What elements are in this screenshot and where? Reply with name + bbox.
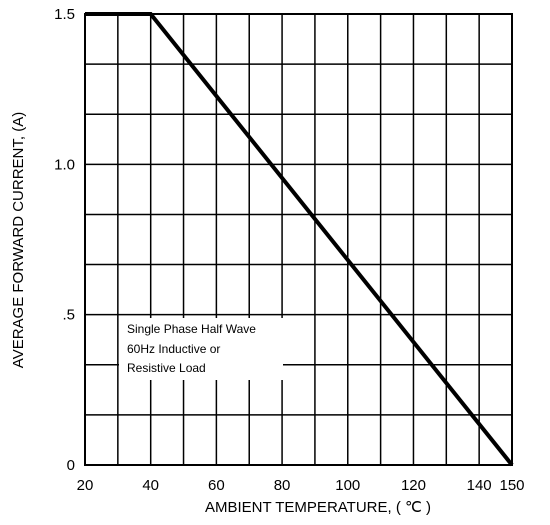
x-tick-label: 80 [274,477,291,494]
annotation-background [119,318,283,380]
x-tick-label: 150 [499,477,524,494]
plot-frame [84,13,513,466]
x-axis-label: AMBIENT TEMPERATURE, ( ℃ ) [205,499,431,516]
grid [85,14,512,465]
x-tick-label: 100 [335,477,360,494]
annotation-line-3: Resistive Load [127,361,206,375]
y-tick-label: .5 [62,307,75,324]
y-tick-label: 0 [67,457,75,474]
x-tick-label: 140 [467,477,492,494]
y-axis-label: AVERAGE FORWARD CURRENT, (A) [10,112,27,368]
derating-curve [85,12,514,467]
annotation-line-2: 60Hz Inductive or [127,342,220,356]
x-tick-label: 120 [401,477,426,494]
y-tick-labels: 0 .5 1.0 1.5 [54,6,75,474]
annotation-box: Single Phase Half Wave 60Hz Inductive or… [119,318,283,380]
y-tick-label: 1.0 [54,156,75,173]
annotation-line-1: Single Phase Half Wave [127,322,256,336]
x-tick-label: 60 [208,477,225,494]
x-tick-label: 40 [142,477,159,494]
x-tick-label: 20 [77,477,94,494]
y-tick-label: 1.5 [54,6,75,23]
x-tick-labels: 20 40 60 80 100 120 140 150 [77,477,525,494]
